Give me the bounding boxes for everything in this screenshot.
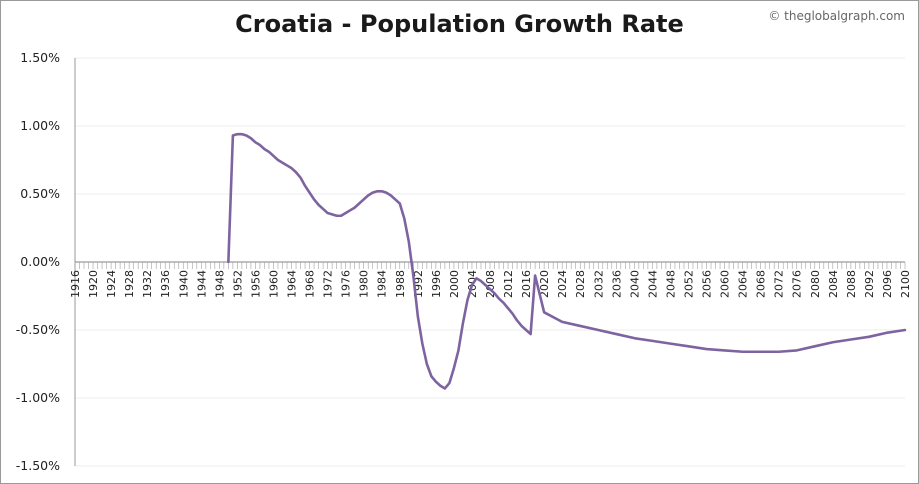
x-tick-label: 2052 [682, 270, 695, 298]
x-tick-labels: 1916 1920 1924 1928 1932 1936 1940 1944 1948 1952… [69, 270, 912, 298]
x-tick-label: 2056 [701, 270, 714, 298]
x-tick-label: 1980 [358, 270, 371, 298]
x-tick-label: 2016 [520, 270, 533, 298]
x-tick-label: 1924 [105, 270, 118, 298]
x-tick-label: 2020 [538, 270, 551, 298]
x-tick-label: 2044 [646, 270, 659, 298]
gridlines [75, 57, 905, 467]
x-tick-label: 1988 [394, 270, 407, 298]
x-tick-label: 2064 [737, 270, 750, 298]
x-tick-label: 2040 [628, 270, 641, 298]
x-tick-label: 2024 [556, 270, 569, 298]
x-tick-label: 2048 [664, 270, 677, 298]
x-tick-label: 2028 [574, 270, 587, 298]
x-tick-label: 2032 [592, 270, 605, 298]
credit-text: © theglobalgraph.com [768, 9, 905, 23]
y-tick-labels: 1.50% 1.00% 0.50% 0.00% -0.50% -1.00% -1.50% [16, 50, 60, 473]
x-tick-label: 1940 [177, 270, 190, 298]
x-tick-label: 1996 [430, 270, 443, 298]
y-tick-label: -1.00% [16, 390, 60, 405]
x-tick-label: 1964 [286, 270, 299, 298]
x-tick-label: 2076 [791, 270, 804, 298]
x-tick-label: 1984 [376, 270, 389, 298]
x-tick-label: 2036 [610, 270, 623, 298]
series-group [227, 132, 907, 390]
x-tick-label: 1944 [195, 270, 208, 298]
x-tick-label: 2012 [502, 270, 515, 298]
x-tick-label: 2080 [809, 270, 822, 298]
x-tick-label: 1920 [87, 270, 100, 298]
x-tick-label: 1976 [340, 270, 353, 298]
x-tick-label: 2092 [863, 270, 876, 298]
x-tick-label: 1960 [267, 270, 280, 298]
y-tick-label: -1.50% [16, 458, 60, 473]
y-tick-label: 0.00% [20, 254, 60, 269]
axes [74, 58, 906, 466]
y-tick-label: -0.50% [16, 322, 60, 337]
chart-title: Croatia - Population Growth Rate [235, 10, 684, 38]
x-tick-label: 2096 [881, 270, 894, 298]
x-tick-label: 1916 [69, 270, 82, 298]
x-tick-label: 1936 [159, 270, 172, 298]
x-tick-label: 1948 [213, 270, 226, 298]
x-tick-label: 2072 [773, 270, 786, 298]
x-tick-label: 2088 [845, 270, 858, 298]
x-tick-label: 1952 [231, 270, 244, 298]
x-tick-label: 1968 [304, 270, 317, 298]
x-tick-label: 2068 [755, 270, 768, 298]
x-tick-label: 1928 [123, 270, 136, 298]
x-tick-label: 1932 [141, 270, 154, 298]
series-line [227, 132, 907, 390]
x-tick-label: 1956 [249, 270, 262, 298]
y-tick-label: 1.00% [20, 118, 60, 133]
y-tick-label: 1.50% [20, 50, 60, 65]
x-tick-label: 2084 [827, 270, 840, 298]
x-tick-label: 2100 [899, 270, 912, 298]
y-tick-label: 0.50% [20, 186, 60, 201]
x-tick-label: 1972 [322, 270, 335, 298]
x-tick-label: 2060 [719, 270, 732, 298]
x-tick-label: 2000 [448, 270, 461, 298]
